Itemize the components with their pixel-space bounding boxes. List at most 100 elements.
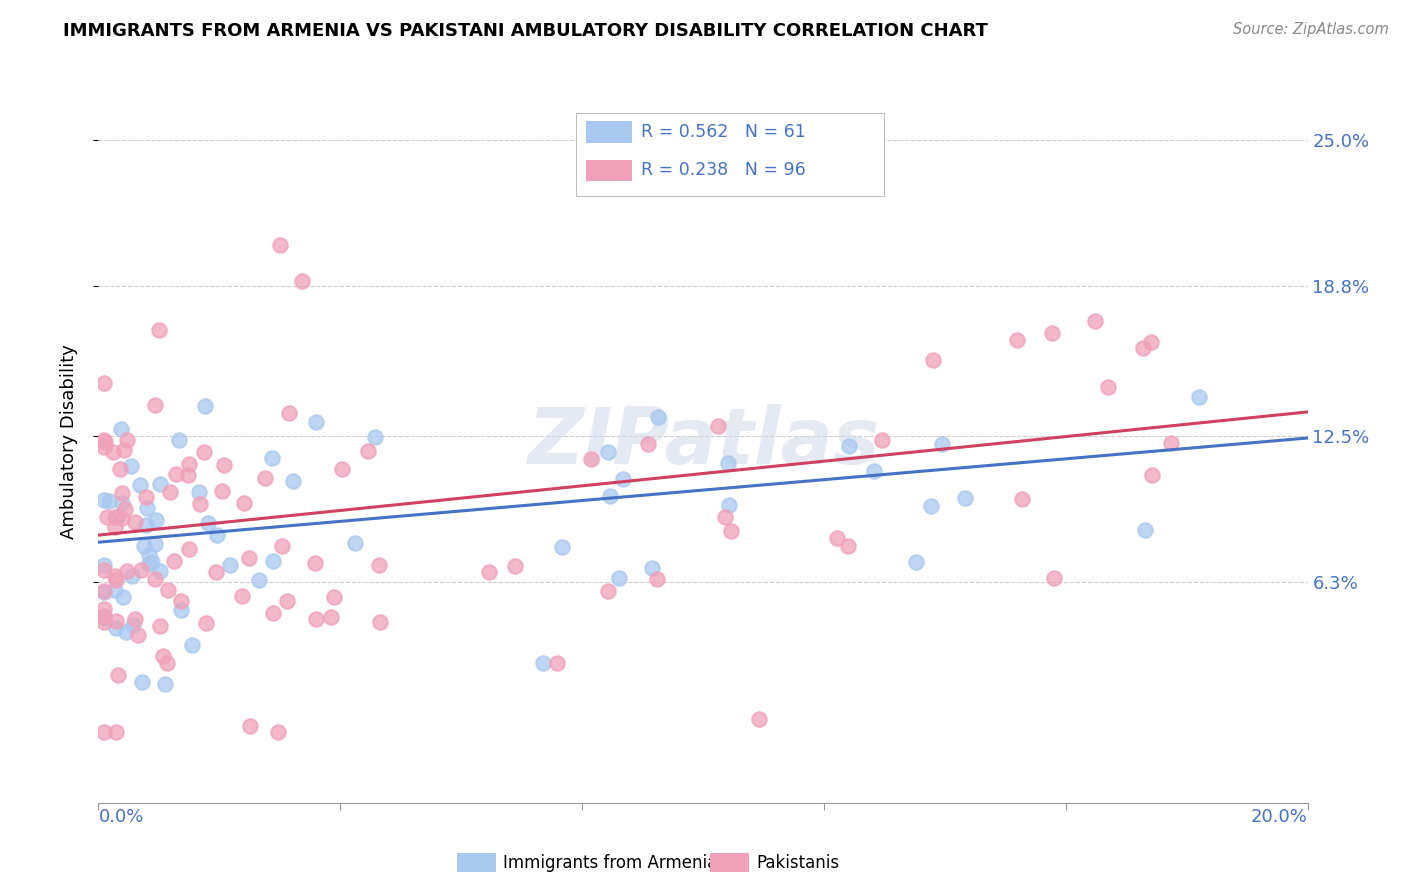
Point	[121, 458, 143, 473]
Point	[138, 557, 160, 571]
Point	[645, 572, 668, 586]
Point	[135, 490, 157, 504]
Point	[93, 615, 115, 629]
Point	[254, 471, 277, 485]
Point	[148, 323, 170, 337]
Point	[93, 493, 115, 508]
Point	[612, 472, 634, 486]
Point	[134, 539, 156, 553]
Point	[193, 444, 215, 458]
Point	[170, 594, 193, 608]
Point	[117, 564, 139, 578]
Point	[93, 563, 115, 577]
Point	[97, 494, 120, 508]
Text: Pakistanis: Pakistanis	[756, 854, 839, 871]
Point	[717, 456, 740, 470]
Point	[305, 611, 328, 625]
Point	[247, 573, 270, 587]
Point	[149, 477, 172, 491]
Point	[129, 478, 152, 492]
Bar	[586, 121, 631, 143]
Text: R = 0.562   N = 61: R = 0.562 N = 61	[641, 122, 806, 141]
Point	[131, 563, 153, 577]
Point	[112, 590, 135, 604]
Y-axis label: Ambulatory Disability: Ambulatory Disability	[59, 344, 77, 539]
Point	[114, 624, 136, 639]
Point	[319, 610, 342, 624]
Point	[205, 565, 228, 579]
Point	[93, 583, 115, 598]
Point	[281, 474, 304, 488]
Point	[124, 515, 146, 529]
Point	[93, 585, 115, 599]
Point	[127, 628, 149, 642]
Point	[323, 591, 346, 605]
Point	[922, 353, 945, 368]
Point	[1097, 379, 1119, 393]
Point	[551, 540, 574, 554]
Point	[177, 457, 200, 471]
Point	[905, 555, 928, 569]
Point	[93, 611, 115, 625]
Point	[149, 564, 172, 578]
Point	[93, 433, 115, 447]
Point	[599, 489, 621, 503]
Text: 0.0%: 0.0%	[98, 807, 143, 825]
Point	[105, 614, 128, 628]
Point	[188, 497, 211, 511]
Point	[104, 621, 127, 635]
Point	[269, 238, 291, 252]
Point	[637, 436, 659, 450]
Point	[931, 437, 953, 451]
Point	[134, 517, 156, 532]
Point	[1040, 326, 1063, 341]
Point	[143, 399, 166, 413]
Point	[104, 582, 127, 597]
Point	[825, 531, 848, 545]
Point	[1043, 571, 1066, 585]
Point	[1011, 491, 1033, 506]
Point	[262, 451, 284, 466]
Point	[188, 484, 211, 499]
Point	[367, 558, 389, 573]
Point	[1005, 333, 1028, 347]
Point	[706, 418, 728, 433]
Point	[276, 594, 298, 608]
Point	[156, 656, 179, 670]
Point	[720, 524, 742, 538]
Point	[108, 462, 131, 476]
Point	[115, 433, 138, 447]
Point	[152, 648, 174, 663]
Point	[205, 528, 228, 542]
Point	[167, 433, 190, 447]
Point	[131, 675, 153, 690]
Text: Immigrants from Armenia: Immigrants from Armenia	[503, 854, 717, 871]
Text: 20.0%: 20.0%	[1251, 807, 1308, 825]
Point	[278, 406, 301, 420]
Point	[344, 536, 367, 550]
Point	[93, 376, 115, 391]
Point	[157, 583, 180, 598]
Point	[149, 619, 172, 633]
Point	[194, 399, 217, 413]
Point	[641, 561, 664, 575]
Text: R = 0.238   N = 96: R = 0.238 N = 96	[641, 161, 806, 179]
Point	[180, 638, 202, 652]
Point	[103, 444, 125, 458]
FancyBboxPatch shape	[576, 112, 884, 196]
Point	[110, 422, 132, 436]
Point	[163, 553, 186, 567]
Point	[104, 510, 127, 524]
Point	[231, 589, 253, 603]
Point	[145, 513, 167, 527]
Point	[955, 491, 977, 506]
Point	[647, 410, 669, 425]
Point	[271, 540, 294, 554]
Point	[1084, 314, 1107, 328]
Point	[233, 495, 256, 509]
Point	[104, 520, 127, 534]
Point	[138, 548, 160, 562]
Point	[478, 565, 501, 579]
Point	[153, 677, 176, 691]
Point	[107, 668, 129, 682]
